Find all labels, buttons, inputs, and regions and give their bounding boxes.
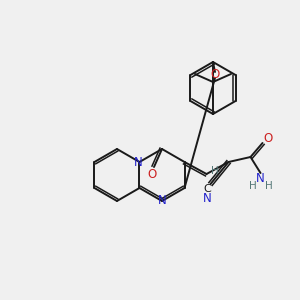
Text: H: H	[211, 166, 218, 176]
Text: N: N	[134, 157, 143, 169]
Text: H: H	[265, 181, 272, 191]
Text: O: O	[263, 133, 272, 146]
Text: N: N	[256, 172, 265, 185]
Text: C: C	[204, 184, 212, 194]
Text: N: N	[203, 191, 212, 205]
Text: O: O	[210, 68, 220, 82]
Text: N: N	[158, 194, 166, 206]
Text: H: H	[249, 181, 256, 191]
Text: O: O	[147, 169, 157, 182]
